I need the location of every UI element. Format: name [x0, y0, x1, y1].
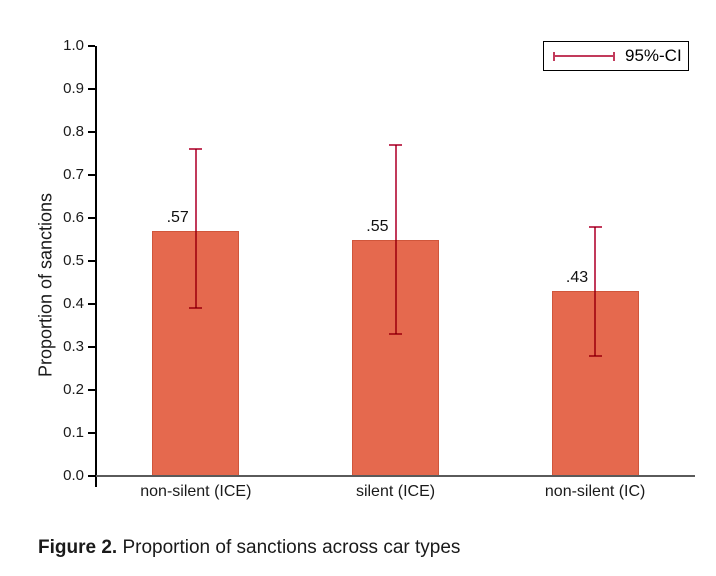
error-bar [394, 144, 397, 335]
y-tick-label: 0.2 [63, 381, 84, 398]
error-bar-cap-bottom [189, 307, 203, 310]
x-tick-label: non-silent (ICE) [140, 483, 252, 500]
y-tick-label: 0.3 [63, 338, 84, 355]
y-tick-label: 1.0 [63, 37, 84, 54]
y-tick-label: 0.7 [63, 166, 84, 183]
y-tick [88, 389, 95, 391]
legend-label: 95%-CI [625, 46, 682, 65]
error-bar-cap-top [588, 225, 602, 228]
ci-line-icon [553, 55, 615, 57]
y-tick-label: 0.0 [63, 467, 84, 484]
y-axis-line [95, 46, 97, 487]
y-tick [88, 217, 95, 219]
y-tick-label: 0.8 [63, 123, 84, 140]
error-bar-cap-top [389, 143, 402, 146]
y-tick [88, 45, 95, 47]
y-tick [88, 131, 95, 133]
x-axis-line [96, 475, 695, 477]
ci-cap-right-icon [613, 51, 615, 61]
y-tick [88, 432, 95, 434]
x-tick-label: non-silent (IC) [544, 483, 646, 500]
caption-label: Figure 2. [38, 537, 118, 558]
y-tick [88, 88, 95, 90]
legend-box: 95%-CI [543, 41, 689, 71]
y-tick-label: 0.4 [63, 295, 84, 312]
error-bar [594, 226, 597, 356]
bar-value-label: .43 [565, 269, 589, 287]
ci-legend-icon [553, 51, 615, 61]
caption-text: Proportion of sanctions across car types [117, 537, 461, 558]
y-tick [88, 174, 95, 176]
y-tick-label: 0.6 [63, 209, 84, 226]
x-tick-label: silent (ICE) [355, 483, 436, 500]
y-tick [88, 303, 95, 305]
bar-value-label: .57 [166, 208, 189, 226]
error-bar-cap-bottom [588, 354, 602, 357]
bar-chart: Proportion of sanctions 95%-CI 0.0 0.1 0.2… [36, 37, 695, 500]
figure-caption: Figure 2. Proportion of sanctions across… [38, 537, 460, 559]
y-tick-label: 0.1 [63, 424, 84, 441]
y-tick-label: 0.9 [63, 80, 84, 97]
y-tick-label: 0.5 [63, 252, 84, 269]
bar-value-label: .55 [366, 217, 389, 235]
error-bar-cap-top [189, 148, 203, 151]
y-tick [88, 475, 95, 477]
error-bar [194, 149, 197, 309]
y-tick [88, 260, 95, 262]
y-tick [88, 346, 95, 348]
error-bar-cap-bottom [389, 333, 402, 336]
